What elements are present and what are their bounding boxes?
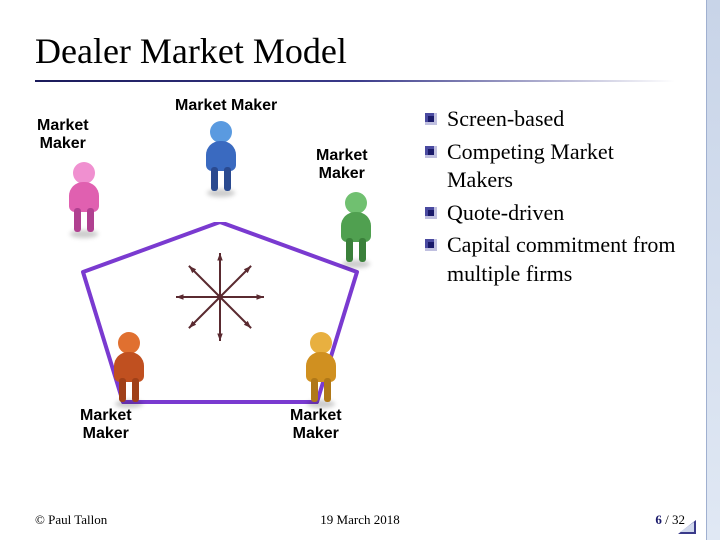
market-maker-label: Market Maker [175,97,277,115]
bullet-text: Capital commitment from multiple firms [447,231,685,288]
star-burst-icon [175,252,265,342]
person-figure-icon [113,332,145,402]
person-figure-icon [205,121,237,191]
bullet-square-icon [425,113,437,125]
market-maker-label: Market Maker [37,117,89,154]
dealer-diagram: Market Maker Market Maker Market Maker Mark… [35,97,405,447]
slide-footer: © Paul Tallon 19 March 2018 6 / 32 [35,512,685,528]
bullet-list: Screen-based Competing Market Makers Quote… [425,97,685,447]
person-figure-icon [305,332,337,402]
market-maker-label: Market Maker [316,147,368,184]
page-title: Dealer Market Model [35,30,685,72]
footer-date: 19 March 2018 [320,512,399,528]
bullet-text: Quote-driven [447,199,564,228]
title-underline [35,80,675,82]
corner-decor-icon [678,520,696,534]
bullet-text: Competing Market Makers [447,138,685,195]
list-item: Competing Market Makers [425,138,685,195]
list-item: Screen-based [425,105,685,134]
bullet-text: Screen-based [447,105,564,134]
person-figure-icon [340,192,372,262]
person-figure-icon [68,162,100,232]
bullet-square-icon [425,146,437,158]
bullet-square-icon [425,239,437,251]
list-item: Capital commitment from multiple firms [425,231,685,288]
list-item: Quote-driven [425,199,685,228]
copyright-text: © Paul Tallon [35,512,107,528]
market-maker-label: Market Maker [80,407,132,444]
right-scrollbar-decor [706,0,720,540]
market-maker-label: Market Maker [290,407,342,444]
bullet-square-icon [425,207,437,219]
